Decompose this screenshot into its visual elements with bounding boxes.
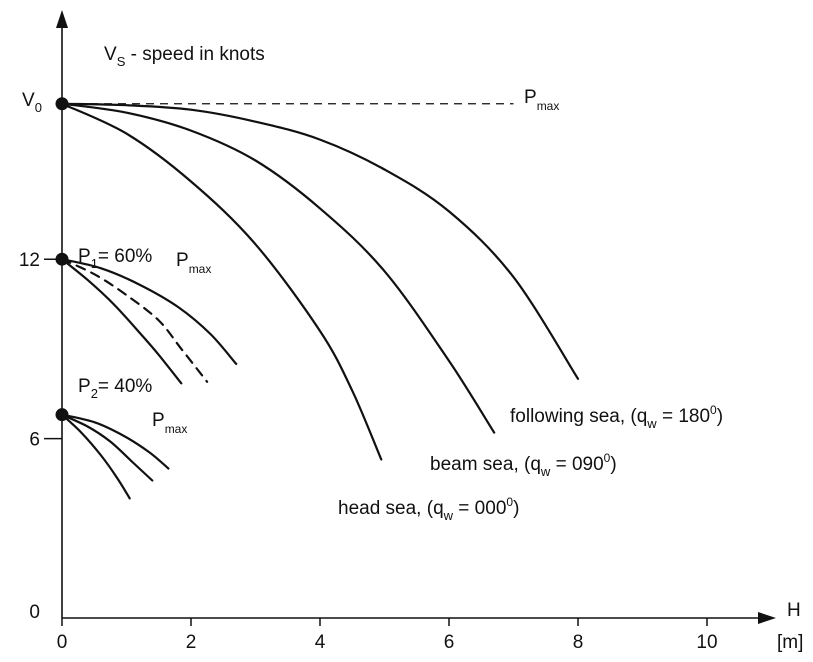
x-tick-label: 4 — [315, 632, 326, 653]
pmax-line-label-sub: max — [537, 99, 560, 113]
x-tick-label: 2 — [186, 632, 197, 653]
head-sea-label-main: head sea, (q — [338, 498, 444, 519]
pmax-line-label-main: P — [524, 87, 537, 108]
y-tick-label: 0 — [29, 602, 40, 623]
p1-label: P1= 60% — [78, 246, 152, 271]
beam-sea-label-mid: = 090 — [550, 454, 603, 475]
series-line-1 — [60, 102, 496, 434]
following-sea-label-main: following sea, (q — [510, 406, 647, 427]
start-point-markers — [55, 97, 69, 422]
series-curves — [60, 102, 580, 500]
beam-sea-label-sub: w — [540, 464, 551, 479]
series-line-7 — [60, 413, 154, 482]
beam-sea-label-sup: 0 — [604, 451, 611, 465]
start-marker-1 — [55, 252, 69, 266]
y-axis-label-sub: S — [117, 54, 126, 69]
y-axis-arrowhead — [56, 10, 68, 28]
y-axis-label-var: V — [104, 44, 117, 65]
series-line-5 — [60, 258, 183, 385]
y-tick-label: 12 — [19, 250, 40, 271]
p2-pmax-label: Pmax — [152, 410, 187, 436]
v0-label-sub: 0 — [35, 100, 42, 115]
x-tick-label: 10 — [696, 632, 717, 653]
p1-pmax-label: Pmax — [176, 250, 211, 276]
p2-pmax-label-main: P — [152, 410, 165, 431]
series-line-3 — [60, 258, 238, 365]
x-axis-arrowhead — [758, 612, 776, 624]
beam-sea-label-main: beam sea, (q — [430, 454, 541, 475]
start-marker-2 — [55, 408, 69, 422]
p2-label: P2= 40% — [78, 376, 152, 401]
p2-pmax-label-sub: max — [165, 422, 188, 436]
v0-label: V0 — [22, 90, 42, 115]
x-axis-ticks: 0 2 4 6 8 10 — [57, 618, 718, 653]
beam-sea-label-end: ) — [610, 454, 616, 475]
p1-pmax-label-sub: max — [189, 262, 212, 276]
following-sea-label-end: ) — [717, 406, 723, 427]
p1-pmax-label-main: P — [176, 250, 189, 271]
v0-label-main: V — [22, 90, 35, 111]
y-tick-label: 6 — [29, 430, 40, 451]
y-axis-ticks: 0 6 12 — [19, 250, 62, 623]
head-sea-label: head sea, (qw = 0000) — [338, 495, 519, 523]
x-tick-label: 8 — [573, 632, 584, 653]
series-line-4 — [60, 258, 209, 383]
x-axis-var-label: H — [787, 600, 801, 621]
start-marker-0 — [55, 97, 69, 111]
p1-label-sub: 1 — [91, 256, 98, 271]
p2-label-rest: = 40% — [98, 376, 153, 397]
y-axis-label-rest: - speed in knots — [125, 44, 264, 65]
head-sea-label-sup: 0 — [506, 495, 513, 509]
series-line-8 — [60, 413, 131, 500]
head-sea-label-end: ) — [513, 498, 519, 519]
beam-sea-label: beam sea, (qw = 0900) — [430, 451, 617, 479]
following-sea-label: following sea, (qw = 1800) — [510, 403, 723, 431]
following-sea-label-sub: w — [646, 416, 657, 431]
pmax-line-label: Pmax — [524, 87, 559, 113]
head-sea-label-mid: = 000 — [453, 498, 506, 519]
x-tick-label: 6 — [444, 632, 455, 653]
x-axis-unit-label: [m] — [777, 632, 803, 653]
head-sea-label-sub: w — [443, 508, 454, 523]
series-line-6 — [60, 413, 170, 470]
x-tick-label: 0 — [57, 632, 68, 653]
series-line-2 — [60, 102, 383, 461]
p1-label-main: P — [78, 246, 91, 267]
p2-label-sub: 2 — [91, 386, 98, 401]
series-line-0 — [60, 102, 580, 380]
following-sea-label-mid: = 180 — [657, 406, 710, 427]
p1-label-rest: = 60% — [98, 246, 153, 267]
following-sea-label-sup: 0 — [710, 403, 717, 417]
p2-label-main: P — [78, 376, 91, 397]
y-axis-label: VS - speed in knots — [104, 44, 265, 69]
